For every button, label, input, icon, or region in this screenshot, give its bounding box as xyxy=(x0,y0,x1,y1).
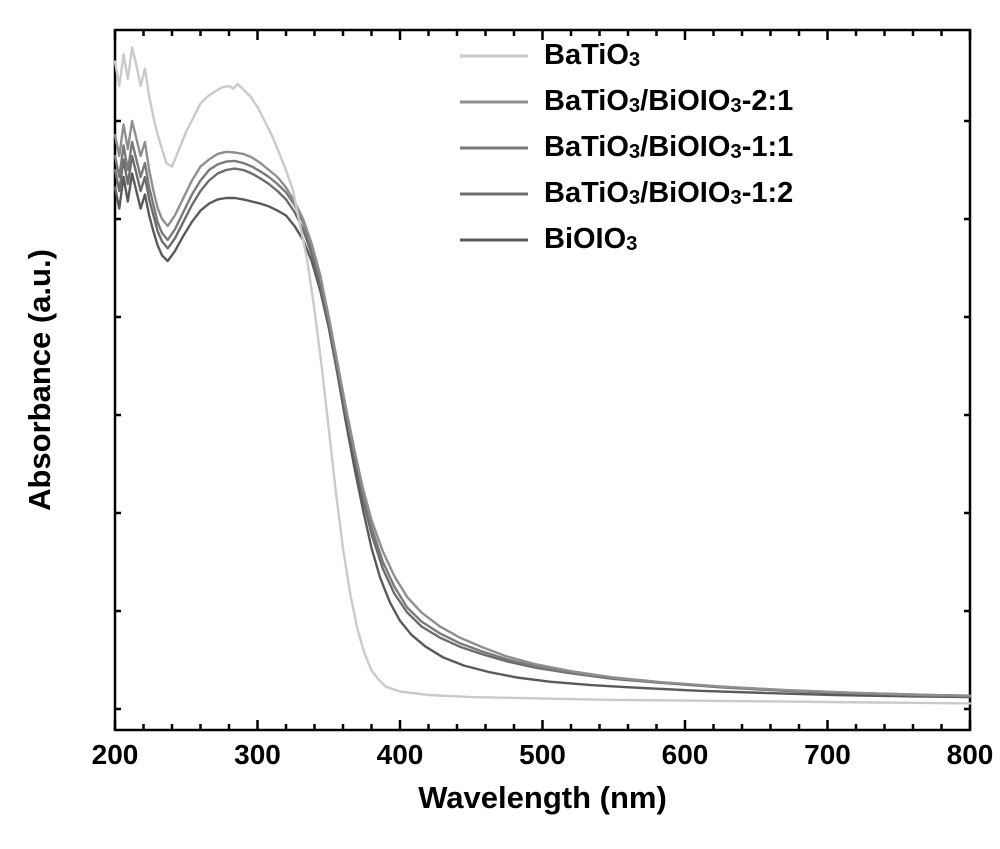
legend-label: BaTiO3/BiOIO3-2:1 xyxy=(544,85,793,118)
x-tick-label: 700 xyxy=(804,739,851,770)
x-tick-label: 300 xyxy=(234,739,281,770)
legend-label: BaTiO3/BiOIO3-1:1 xyxy=(544,131,793,164)
absorbance-chart: 200 300 400 500 600 700 800 Wavelength (nm) Abso… xyxy=(0,0,1000,849)
legend-label: BaTiO3 xyxy=(544,39,640,72)
y-axis-title: Absorbance (a.u.) xyxy=(22,249,57,511)
chart-svg: 200 300 400 500 600 700 800 Wavelength (nm) Abso… xyxy=(0,0,1000,849)
legend-label: BiOIO3 xyxy=(544,223,637,256)
x-tick-label: 500 xyxy=(519,739,566,770)
legend-label: BaTiO3/BiOIO3-1:2 xyxy=(544,177,793,210)
x-tick-label: 800 xyxy=(947,739,994,770)
x-tick-label: 600 xyxy=(662,739,709,770)
x-tick-label: 400 xyxy=(377,739,424,770)
x-axis-title: Wavelength (nm) xyxy=(418,780,667,815)
x-tick-label: 200 xyxy=(92,739,139,770)
